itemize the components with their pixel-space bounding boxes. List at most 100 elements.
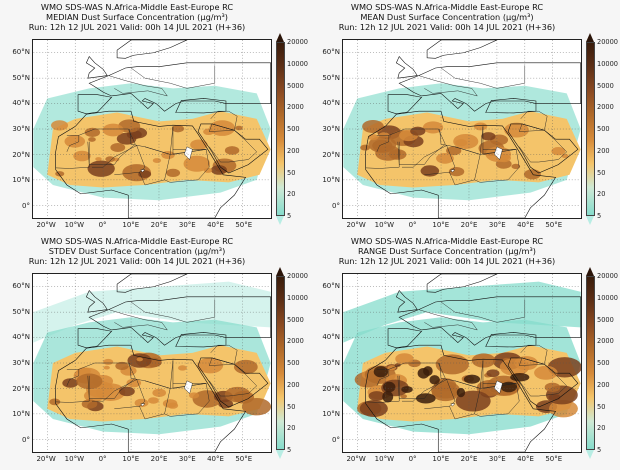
lat-tick-label: 30°N [12,125,30,133]
lon-tick-label: 20°E [150,455,168,463]
colorbar-extend-bottom [276,450,284,459]
panel-title: WMO SDS-WAS N.Africa-Middle East-Europe … [2,236,272,267]
title-line-1: WMO SDS-WAS N.Africa-Middle East-Europe … [40,2,234,12]
country-borders [55,65,258,186]
lon-tick-label: 20°E [460,221,478,229]
title-line-3: Run: 12h 12 JUL 2021 Valid: 00h 14 JUL 2… [338,256,556,267]
lat-tick-label: 10°N [12,410,30,419]
colorbar-tick-label: 5000 [597,315,614,324]
lon-tick-label: 50°E [235,221,253,229]
lat-tick-label: 10°N [322,176,340,185]
colorbar-tick-label: 2000 [287,337,304,346]
colorbar-tick-label: 10000 [597,59,618,68]
colorbar-extend-bottom [276,216,284,225]
lon-tick-label: 10°W [64,221,85,229]
colorbar-tick-label: 50 [597,168,606,177]
lat-tick-label: 60°N [322,47,340,56]
lat-tick-label: 10°N [12,176,30,185]
colorbar-tick-label: 500 [597,125,610,133]
colorbar-extend-bottom [586,216,594,225]
lon-tick-label: 50°E [235,455,253,463]
lon-tick-label: 0° [98,221,107,229]
colorbar-tick-label: 5 [597,212,602,220]
high-dust-field [354,352,581,418]
colorbar-tick-label: 20 [287,190,296,199]
title-line-2: MEDIAN Dust Surface Concentration (µg/m³… [46,12,228,23]
colorbar-tick-label: 20 [287,424,296,433]
colorbar-extend-top [276,267,284,276]
lon-tick-label: 40°E [517,455,534,463]
colorbar [276,276,285,450]
colorbar-tick-label: 200 [597,146,610,155]
panel-title: WMO SDS-WAS N.Africa-Middle East-Europe … [312,2,582,33]
lat-tick-label: 50°N [12,73,30,82]
lon-tick-label: 30°E [178,221,196,229]
lon-tick-label: 10°W [374,221,395,229]
colorbar-tick-label: 5000 [287,315,304,324]
lon-tick-label: 50°E [545,455,563,463]
lat-tick-label: 40°N [12,333,30,342]
colorbar-tick-label: 2000 [287,103,304,112]
panel-range: WMO SDS-WAS N.Africa-Middle East-Europe … [312,236,618,466]
colorbar-tick-label: 200 [287,380,300,389]
lat-tick-label: 40°N [12,99,30,108]
colorbar-tick-label: 500 [287,125,300,133]
title-line-3: Run: 12h 12 JUL 2021 Valid: 00h 14 JUL 2… [338,22,556,33]
lon-tick-label: 30°E [488,221,506,229]
colorbar-tick-label: 5 [597,446,602,454]
colorbar-tick-label: 2000 [597,337,614,346]
panel-title: WMO SDS-WAS N.Africa-Middle East-Europe … [312,236,582,267]
colorbar-tick-label: 50 [287,402,296,411]
high-dust-field [49,352,271,416]
country-borders [55,299,258,420]
lon-tick-label: 40°E [207,221,224,229]
lon-tick-label: 50°E [545,221,563,229]
lat-tick-label: 20°N [322,384,340,393]
lat-tick-label: 40°N [322,333,340,342]
lon-tick-label: 10°E [432,221,450,229]
lon-tick-label: 10°W [64,455,85,463]
colorbar [586,42,595,216]
panel-median: WMO SDS-WAS N.Africa-Middle East-Europe … [2,2,308,232]
colorbar-tick-label: 10000 [287,59,308,68]
lon-tick-label: 30°E [178,455,196,463]
colorbar-tick-label: 200 [597,380,610,389]
title-line-1: WMO SDS-WAS N.Africa-Middle East-Europe … [350,2,544,12]
lat-tick-label: 0° [332,202,340,211]
colorbar-tick-label: 50 [597,402,606,411]
lat-tick-label: 0° [22,202,30,211]
lat-tick-label: 50°N [12,307,30,316]
dust-map-stdev [32,273,272,453]
lon-tick-label: 30°E [488,455,506,463]
colorbar-tick-label: 200 [287,146,300,155]
lat-tick-label: 20°N [322,150,340,159]
lat-tick-label: 20°N [12,150,30,159]
lat-tick-label: 40°N [322,99,340,108]
title-line-3: Run: 12h 12 JUL 2021 Valid: 00h 14 JUL 2… [28,22,246,33]
title-line-2: RANGE Dust Surface Concentration (µg/m³) [358,246,536,257]
panel-stdev: WMO SDS-WAS N.Africa-Middle East-Europe … [2,236,308,466]
country-borders [365,65,568,186]
lon-tick-label: 0° [408,221,417,229]
colorbar-extend-top [276,33,284,42]
lat-tick-label: 60°N [12,47,30,56]
lat-tick-label: 10°N [322,410,340,419]
lon-tick-label: 0° [98,455,107,463]
lon-tick-label: 20°W [346,455,366,463]
dust-map-range [342,273,582,453]
panel-mean: WMO SDS-WAS N.Africa-Middle East-Europe … [312,2,618,232]
colorbar-tick-label: 20 [597,190,606,199]
lat-tick-label: 30°N [12,359,30,367]
lat-tick-label: 0° [22,436,30,445]
lon-tick-label: 10°E [122,455,140,463]
colorbar-tick-label: 20000 [597,272,618,280]
dust-map-mean [342,39,582,219]
lon-tick-label: 20°W [346,221,366,229]
lon-tick-label: 10°E [432,455,450,463]
title-line-2: MEAN Dust Surface Concentration (µg/m³) [360,12,534,23]
panel-title: WMO SDS-WAS N.Africa-Middle East-Europe … [2,2,272,33]
colorbar [586,276,595,450]
colorbar-tick-label: 20000 [287,272,308,280]
colorbar-tick-label: 10000 [597,293,618,302]
